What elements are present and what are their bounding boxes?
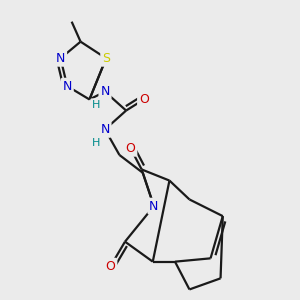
- Text: N: N: [62, 80, 72, 93]
- Text: H: H: [92, 100, 100, 110]
- Text: O: O: [126, 142, 136, 155]
- Text: N: N: [56, 52, 65, 65]
- Text: O: O: [106, 260, 116, 273]
- Text: S: S: [102, 52, 110, 65]
- Text: N: N: [149, 200, 159, 213]
- Text: N: N: [100, 123, 110, 136]
- Text: H: H: [92, 138, 100, 148]
- Text: N: N: [100, 85, 110, 98]
- Text: O: O: [139, 93, 149, 106]
